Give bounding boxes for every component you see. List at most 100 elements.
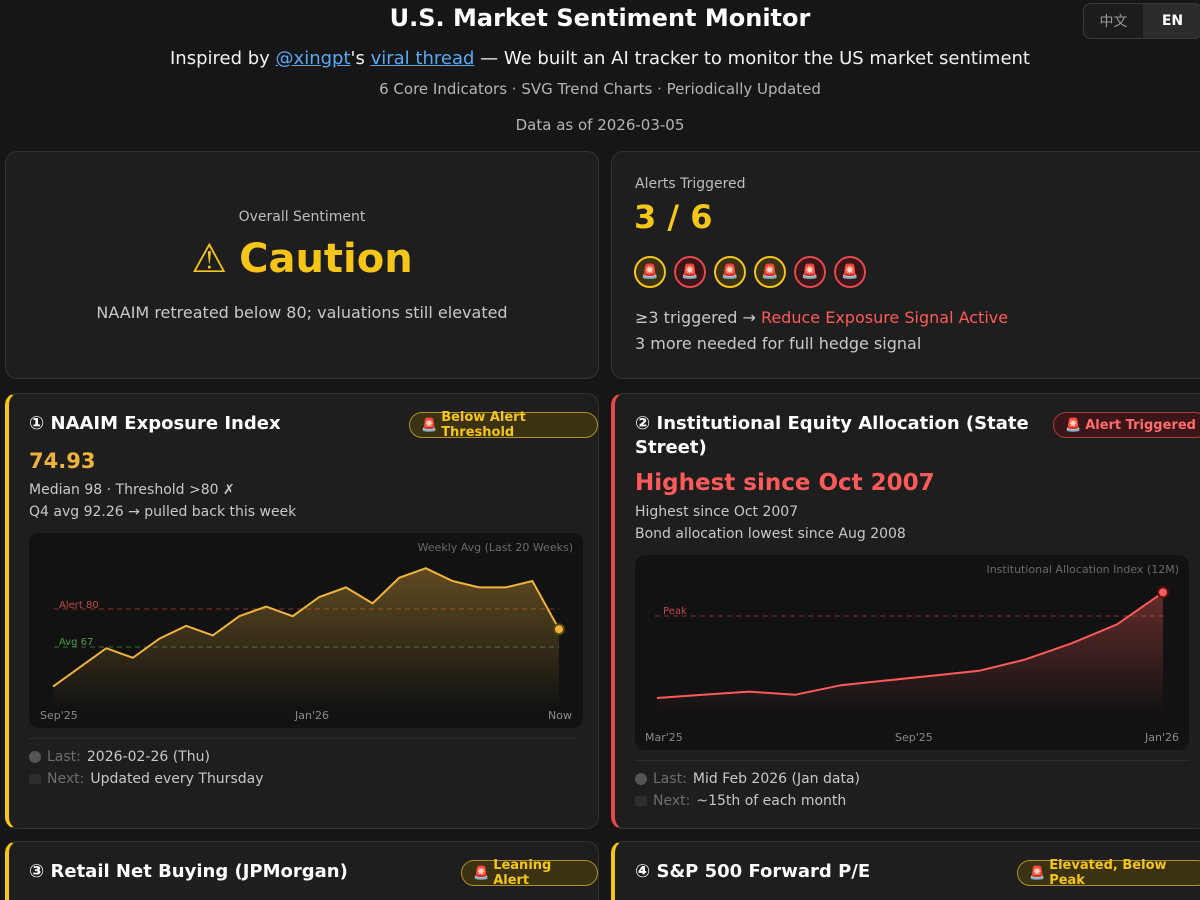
language-toggle: 中文 EN (1083, 3, 1200, 39)
siren-icon: 🚨 (1065, 417, 1082, 433)
indicator-card-state-street: ② Institutional Equity Allocation (State… (611, 393, 1200, 829)
next-update-row: Next: Updated every Thursday (29, 771, 263, 787)
x-tick: Jan'26 (1145, 731, 1179, 744)
xingpt-link[interactable]: @xingpt (275, 48, 351, 69)
last-key: Last: (653, 771, 687, 787)
status-badge-label: Leaning Alert (493, 858, 552, 888)
indicator-value: Highest since Oct 2007 (635, 470, 935, 496)
next-key: Next: (47, 771, 85, 787)
status-badge: 🚨 Elevated, Below Peak (1017, 858, 1200, 888)
siren-glyph: 🚨 (721, 264, 739, 280)
alerts-label: Alerts Triggered (635, 176, 746, 192)
indicator-value: 74.93 (29, 449, 96, 473)
indicator-title: ① NAAIM Exposure Index (29, 413, 281, 434)
indicator-card-naaim: ① NAAIM Exposure Index 🚨 Below Alert Thre… (5, 393, 599, 829)
indicator-title: ④ S&P 500 Forward P/E (635, 861, 871, 882)
status-badge-label: Alert Triggered (1085, 417, 1196, 433)
chart-note: Institutional Allocation Index (12M) (986, 563, 1179, 576)
siren-icon: 🚨 (473, 865, 490, 881)
siren-glyph: 🚨 (801, 264, 819, 280)
subtitle-prefix: Inspired by (169, 48, 276, 69)
siren-icon: 🚨 (834, 256, 866, 288)
next-update-row: Next: ~15th of each month (635, 793, 846, 809)
alerts-count: 3 / 6 (634, 198, 713, 236)
siren-glyph: 🚨 (761, 264, 779, 280)
indicator-title: ② Institutional Equity Allocation (State… (635, 413, 1029, 458)
indicator-sub1: Median 98 · Threshold >80 ✗ (29, 482, 235, 498)
status-badge-label: Below Alert Threshold (441, 410, 526, 440)
siren-glyph: 🚨 (841, 264, 859, 280)
clock-icon (635, 773, 647, 785)
viral-thread-link[interactable]: viral thread (370, 48, 475, 69)
siren-icon: 🚨 (714, 256, 746, 288)
last-value: 2026-02-26 (Thu) (86, 749, 210, 765)
indicator-sub1: Highest since Oct 2007 (635, 504, 799, 520)
last-updated-row: Last: Mid Feb 2026 (Jan data) (635, 771, 860, 787)
alerts-signal-line: ≥3 triggered → Reduce Exposure Signal Ac… (635, 308, 1008, 327)
last-value: Mid Feb 2026 (Jan data) (692, 771, 861, 787)
status-badge: 🚨 Alert Triggered (1053, 412, 1200, 438)
sentiment-description: NAAIM retreated below 80; valuations sti… (96, 303, 508, 322)
x-tick: Sep'25 (895, 731, 933, 744)
subtitle-mid: 's (350, 48, 371, 69)
next-value: Updated every Thursday (90, 771, 264, 787)
warning-icon: ⚠ (191, 236, 228, 282)
clock-icon (29, 751, 41, 763)
features-line: 6 Core Indicators · SVG Trend Charts · P… (379, 80, 821, 98)
calendar-icon (29, 774, 41, 784)
siren-icon: 🚨 (754, 256, 786, 288)
alerts-signal-prefix: ≥3 triggered → (635, 308, 761, 327)
siren-glyph: 🚨 (641, 264, 659, 280)
reduce-exposure-signal: Reduce Exposure Signal Active (760, 308, 1009, 327)
naaim-chart: Weekly Avg (Last 20 Weeks) Alert 80 Avg … (29, 533, 583, 728)
siren-icon: 🚨 (421, 417, 438, 433)
x-tick: Sep'25 (40, 709, 78, 722)
lang-zh-button[interactable]: 中文 (1099, 14, 1128, 30)
subtitle-suffix: — We built an AI tracker to monitor the … (474, 48, 1030, 69)
page-title: U.S. Market Sentiment Monitor (389, 4, 811, 32)
next-key: Next: (653, 793, 691, 809)
average-label: Avg 67 (59, 637, 93, 648)
indicator-card-retail: ③ Retail Net Buying (JPMorgan) 🚨 Leaning … (5, 841, 599, 900)
divider (29, 738, 578, 739)
naaim-latest-point (553, 623, 565, 636)
page-subtitle: Inspired by @xingpt's viral thread — We … (0, 48, 1200, 69)
sentiment-text: Caution (239, 236, 413, 282)
status-badge: 🚨 Below Alert Threshold (409, 410, 598, 440)
siren-icon: 🚨 (674, 256, 706, 288)
naaim-area (53, 568, 559, 709)
x-tick: Mar'25 (645, 731, 683, 744)
alerts-hedge-line: 3 more needed for full hedge signal (635, 334, 922, 353)
lang-en-button[interactable]: EN (1143, 4, 1200, 38)
naaim-chart-svg: Alert 80 Avg 67 (52, 567, 565, 709)
siren-glyph: 🚨 (681, 264, 699, 280)
status-badge-label: Elevated, Below Peak (1049, 858, 1167, 888)
alert-threshold-label: Alert 80 (59, 600, 99, 611)
sentiment-label: Overall Sentiment (238, 209, 366, 225)
indicator-card-forward-pe: ④ S&P 500 Forward P/E 🚨 Elevated, Below P… (611, 841, 1200, 900)
allocation-latest-point (1157, 586, 1169, 599)
naaim-line (52, 567, 560, 688)
siren-icon: 🚨 (634, 256, 666, 288)
last-updated-row: Last: 2026-02-26 (Thu) (29, 749, 210, 765)
siren-icon: 🚨 (1029, 865, 1046, 881)
state-street-chart: Institutional Allocation Index (12M) Pea… (635, 555, 1189, 750)
x-tick: Now (548, 709, 572, 722)
chart-note: Weekly Avg (Last 20 Weeks) (417, 541, 573, 554)
siren-icon: 🚨 (794, 256, 826, 288)
next-value: ~15th of each month (696, 793, 847, 809)
page-header: U.S. Market Sentiment Monitor Inspired b… (0, 0, 1200, 148)
indicator-title: ③ Retail Net Buying (JPMorgan) (29, 861, 348, 882)
alert-dots: 🚨 🚨 🚨 🚨 🚨 🚨 (634, 256, 866, 288)
x-tick: Jan'26 (295, 709, 329, 722)
peak-label: Peak (663, 606, 687, 617)
state-street-chart-svg: Peak (655, 586, 1169, 714)
allocation-area (657, 592, 1163, 714)
indicator-sub2: Q4 avg 92.26 → pulled back this week (29, 504, 297, 520)
indicator-sub2: Bond allocation lowest since Aug 2008 (635, 526, 906, 542)
allocation-line (656, 591, 1164, 699)
sentiment-value: ⚠ Caution (6, 236, 598, 282)
status-badge: 🚨 Leaning Alert (461, 858, 598, 888)
last-key: Last: (47, 749, 81, 765)
alerts-card: Alerts Triggered 3 / 6 🚨 🚨 🚨 🚨 🚨 🚨 ≥3 tr… (611, 151, 1200, 379)
